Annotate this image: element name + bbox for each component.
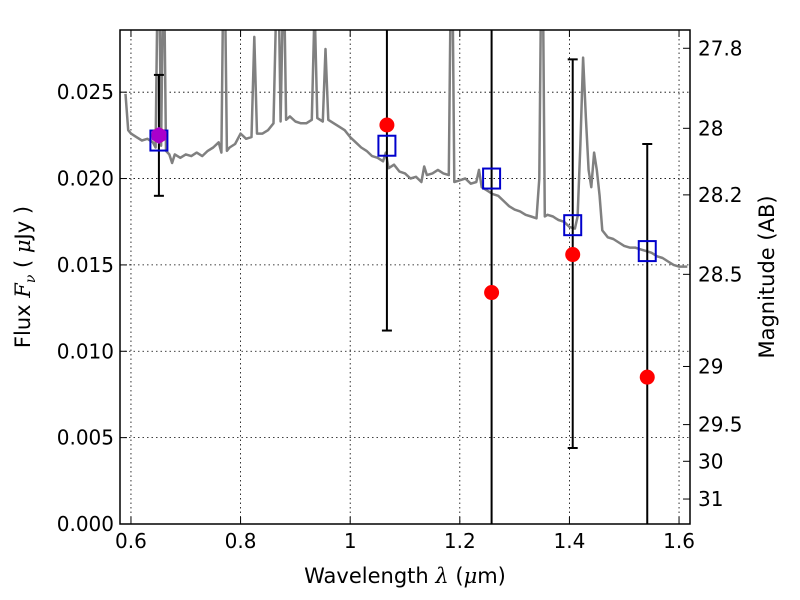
x-axis-label: Wavelength λ (μm) bbox=[304, 564, 506, 588]
mag-tick-label: 27.8 bbox=[698, 36, 743, 60]
model-photometry-square bbox=[482, 167, 502, 190]
mag-tick-label: 29 bbox=[698, 354, 723, 378]
y-tick-label: 0.025 bbox=[57, 80, 114, 104]
x-tick-label: 1 bbox=[344, 529, 357, 553]
observed-flux-point bbox=[484, 285, 500, 301]
grid bbox=[120, 30, 690, 525]
y-tick-label: 0.020 bbox=[57, 167, 114, 191]
y-tick-label: 0.005 bbox=[57, 426, 114, 450]
hexagon-point bbox=[151, 126, 167, 144]
model-spectrum bbox=[124, 30, 688, 268]
x-tick-label: 1.2 bbox=[444, 529, 476, 553]
data-points bbox=[149, 30, 657, 524]
x-tick-label: 1.4 bbox=[554, 529, 586, 553]
mag-tick-label: 30 bbox=[698, 449, 723, 473]
right-axis-label: Magnitude (AB) bbox=[755, 195, 779, 358]
y-tick-label: 0.015 bbox=[57, 253, 114, 277]
mag-tick-label: 29.5 bbox=[698, 413, 743, 437]
x-tick-label: 0.8 bbox=[225, 529, 257, 553]
observed-flux-point bbox=[379, 117, 395, 133]
observed-flux-point bbox=[565, 247, 581, 263]
x-tick-label: 0.6 bbox=[115, 529, 147, 553]
model-photometry-square bbox=[637, 240, 657, 263]
plot-frame bbox=[119, 29, 691, 525]
model-photometry-square bbox=[377, 134, 397, 157]
axis-ticks: 0.6 0.8 1 1.2 1.4 1.6 0.000 0.005 0.010 0.015 0.02… bbox=[57, 30, 743, 553]
x-tick-label: 1.6 bbox=[663, 529, 695, 553]
y-axis-label: Flux Fν ( μJy ) bbox=[11, 206, 39, 348]
mag-tick-label: 28.5 bbox=[698, 262, 743, 286]
model-spectrum-line bbox=[124, 30, 688, 268]
mag-tick-label: 28 bbox=[698, 116, 723, 140]
y-tick-label: 0.000 bbox=[57, 512, 114, 536]
y-tick-label: 0.010 bbox=[57, 339, 114, 363]
mag-tick-label: 28.2 bbox=[698, 183, 743, 207]
observed-flux-point bbox=[639, 369, 655, 385]
mag-tick-label: 31 bbox=[698, 487, 723, 511]
model-photometry-square bbox=[563, 214, 583, 237]
